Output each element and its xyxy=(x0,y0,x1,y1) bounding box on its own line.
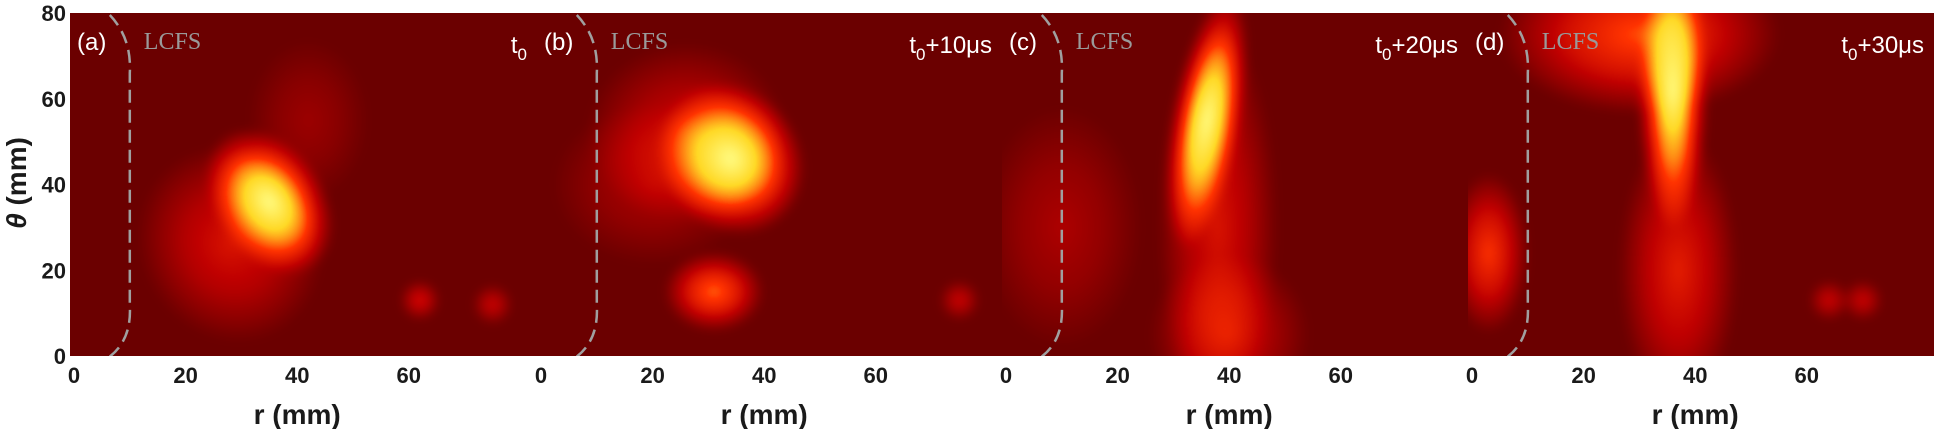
intensity-blob xyxy=(137,146,324,343)
time-label: t0 xyxy=(511,32,527,64)
intensity-blob xyxy=(1809,280,1850,321)
x-axis-title: r (mm) xyxy=(1186,399,1273,429)
heatmap-panel-b xyxy=(537,13,1002,356)
lcfs-label: LCFS xyxy=(144,29,201,55)
heatmap-panel-c xyxy=(1002,13,1468,356)
lcfs-label: LCFS xyxy=(1076,29,1133,55)
x-tick-label: 40 xyxy=(752,363,776,388)
intensity-blob xyxy=(939,280,980,321)
lcfs-boundary-line xyxy=(575,14,599,356)
heatmap-panel-d xyxy=(1468,13,1934,356)
x-tick-label: 0 xyxy=(535,363,547,388)
y-tick-label: 20 xyxy=(42,258,66,283)
lcfs-boundary-line xyxy=(1040,14,1064,356)
intensity-blob xyxy=(399,280,441,321)
heatmap-panel-a xyxy=(70,13,537,356)
intensity-blob xyxy=(552,104,754,265)
intensity-blob xyxy=(1618,129,1739,356)
lcfs-boundary-line xyxy=(108,14,132,356)
y-tick-label: 0 xyxy=(54,344,66,369)
time-label: t0+30μs xyxy=(1841,32,1924,64)
intensity-blob xyxy=(663,251,765,332)
y-tick-label: 80 xyxy=(42,1,66,26)
panel-label: (b) xyxy=(544,29,573,56)
x-tick-label: 40 xyxy=(1683,363,1707,388)
x-tick-label: 0 xyxy=(68,363,80,388)
x-tick-label: 60 xyxy=(397,363,421,388)
x-tick-label: 0 xyxy=(1000,363,1012,388)
lcfs-label: LCFS xyxy=(611,29,668,55)
lcfs-label: LCFS xyxy=(1542,29,1599,55)
x-tick-label: 20 xyxy=(640,363,664,388)
panel-label: (c) xyxy=(1009,29,1037,56)
x-tick-label: 20 xyxy=(173,363,197,388)
x-tick-label: 40 xyxy=(1217,363,1241,388)
heatmap-panels: (a) LCFS t0 (b) LCFS t0+10μs (c) LCFS t0+20μs (d)… xyxy=(70,13,1934,356)
intensity-blob xyxy=(1498,13,1780,115)
time-label: t0+20μs xyxy=(1375,32,1458,64)
x-tick-label: 60 xyxy=(864,363,888,388)
intensity-blob xyxy=(1468,172,1529,334)
intensity-blob xyxy=(248,39,369,201)
intensity-blob xyxy=(1002,106,1143,348)
axes: 0 20 40 60 r (mm) 0 20 40 60 80 0 20 40 60 r (mm) 0 20 40… xyxy=(42,1,1820,429)
intensity-blob xyxy=(472,284,513,325)
lcfs-boundary-line xyxy=(1506,14,1530,356)
y-axis-title: θ (mm) xyxy=(1,137,32,229)
x-axis-title: r (mm) xyxy=(721,399,808,429)
x-axis-title: r (mm) xyxy=(1652,399,1739,429)
x-axis-title: r (mm) xyxy=(254,399,341,429)
x-tick-label: 40 xyxy=(285,363,309,388)
y-tick-label: 60 xyxy=(42,87,66,112)
x-tick-label: 60 xyxy=(1795,363,1819,388)
x-tick-label: 20 xyxy=(1105,363,1129,388)
time-label: t0+10μs xyxy=(909,32,992,64)
panel-label: (a) xyxy=(77,29,106,56)
x-tick-label: 60 xyxy=(1329,363,1353,388)
intensity-blob xyxy=(1842,280,1883,321)
panel-label: (d) xyxy=(1475,29,1504,56)
x-tick-label: 20 xyxy=(1571,363,1595,388)
y-tick-label: 40 xyxy=(42,173,66,198)
intensity-blob xyxy=(1148,254,1310,356)
x-tick-label: 0 xyxy=(1466,363,1478,388)
